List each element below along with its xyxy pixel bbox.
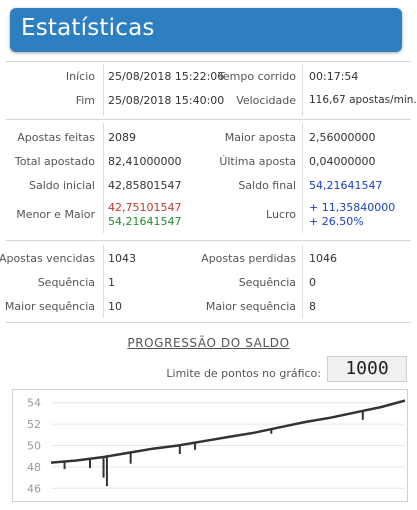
lucro-percent: + 26.50% <box>309 215 364 228</box>
stat-row: Apostas vencidas 1043 Apostas perdidas 1… <box>0 247 417 271</box>
apostas-perdidas-value: 1046 <box>309 252 337 265</box>
sequencia-label-win: Sequência <box>37 276 95 289</box>
apostas-vencidas-label: Apostas vencidas <box>0 252 95 265</box>
fim-value: 25/08/2018 15:40:00 <box>108 94 225 107</box>
apostas-feitas-label: Apostas feitas <box>17 131 95 144</box>
maior-sequencia-label-loss: Maior sequência <box>205 300 296 313</box>
velocidade-value: 116,67 apostas/min. <box>309 94 417 106</box>
sequencia-value-win: 1 <box>108 276 115 289</box>
total-apostado-value: 82,41000000 <box>108 155 182 168</box>
tempo-value: 00:17:54 <box>309 70 359 83</box>
lucro-value: + 11,35840000 <box>309 201 396 214</box>
page-title: Estatísticas <box>21 15 155 41</box>
fim-label: Fim <box>75 94 95 107</box>
maior-sequencia-label-win: Maior sequência <box>4 300 95 313</box>
column-divider <box>302 64 303 116</box>
saldo-final-value: 54,21641547 <box>309 179 383 192</box>
stat-row: Total apostado 82,41000000 Última aposta… <box>0 150 417 174</box>
divider <box>6 322 411 323</box>
lucro-label: Lucro <box>266 208 296 221</box>
balance-chart: 46 48 50 52 54 <box>12 389 408 502</box>
maior-sequencia-value-win: 10 <box>108 300 122 313</box>
ultima-aposta-value: 0,04000000 <box>309 155 376 168</box>
balance-chart-svg: 46 48 50 52 54 <box>27 397 406 495</box>
sequencia-label-loss: Sequência <box>238 276 296 289</box>
stat-row: Início 25/08/2018 15:22:06 Tempo corrido… <box>0 65 417 89</box>
chart-y-tick-label: 48 <box>27 461 41 474</box>
chart-y-tick-label: 46 <box>27 482 41 495</box>
saldo-inicial-value: 42,85801547 <box>108 179 182 192</box>
maior-sequencia-value-loss: 8 <box>309 300 316 313</box>
maior-aposta-value: 2,56000000 <box>309 131 376 144</box>
divider <box>6 119 411 120</box>
chart-y-tick-label: 50 <box>27 440 41 453</box>
divider <box>6 61 411 62</box>
apostas-perdidas-label: Apostas perdidas <box>201 252 296 265</box>
velocidade-label: Velocidade <box>236 94 296 107</box>
apostas-feitas-value: 2089 <box>108 131 136 144</box>
ultima-aposta-label: Última aposta <box>219 155 296 168</box>
maior-value: 54,21641547 <box>108 215 182 228</box>
limit-label: Limite de pontos no gráfico: <box>166 367 321 380</box>
menor-maior-label: Menor e Maior <box>16 208 95 221</box>
chart-y-tick-label: 54 <box>27 397 41 410</box>
stat-row: Apostas feitas 2089 Maior aposta 2,56000… <box>0 126 417 150</box>
column-divider <box>103 245 104 318</box>
limit-input[interactable]: 1000 <box>327 356 407 382</box>
maior-aposta-label: Maior aposta <box>224 131 296 144</box>
inicio-value: 25/08/2018 15:22:06 <box>108 70 225 83</box>
column-divider <box>302 245 303 318</box>
column-divider <box>302 123 303 233</box>
stat-row: Menor e Maior 42,75101547 54,21641547 Lu… <box>0 198 417 232</box>
column-divider <box>103 64 104 116</box>
header-bar: Estatísticas <box>10 8 402 52</box>
divider <box>6 240 411 241</box>
stat-row: Fim 25/08/2018 15:40:00 Velocidade 116,6… <box>0 89 417 113</box>
stat-row: Sequência 1 Sequência 0 <box>0 271 417 295</box>
chart-y-tick-label: 52 <box>27 418 41 431</box>
tempo-label: Tempo corrido <box>218 70 296 83</box>
menor-value: 42,75101547 <box>108 201 182 214</box>
stat-row: Maior sequência 10 Maior sequência 8 <box>0 295 417 319</box>
chart-series-line <box>50 399 406 464</box>
saldo-inicial-label: Saldo inicial <box>29 179 95 192</box>
apostas-vencidas-value: 1043 <box>108 252 136 265</box>
stat-row: Saldo inicial 42,85801547 Saldo final 54… <box>0 174 417 198</box>
total-apostado-label: Total apostado <box>14 155 95 168</box>
saldo-final-label: Saldo final <box>238 179 296 192</box>
inicio-label: Início <box>65 70 95 83</box>
column-divider <box>103 123 104 233</box>
chart-section-title: PROGRESSÃO DO SALDO <box>127 336 290 350</box>
sequencia-value-loss: 0 <box>309 276 316 289</box>
